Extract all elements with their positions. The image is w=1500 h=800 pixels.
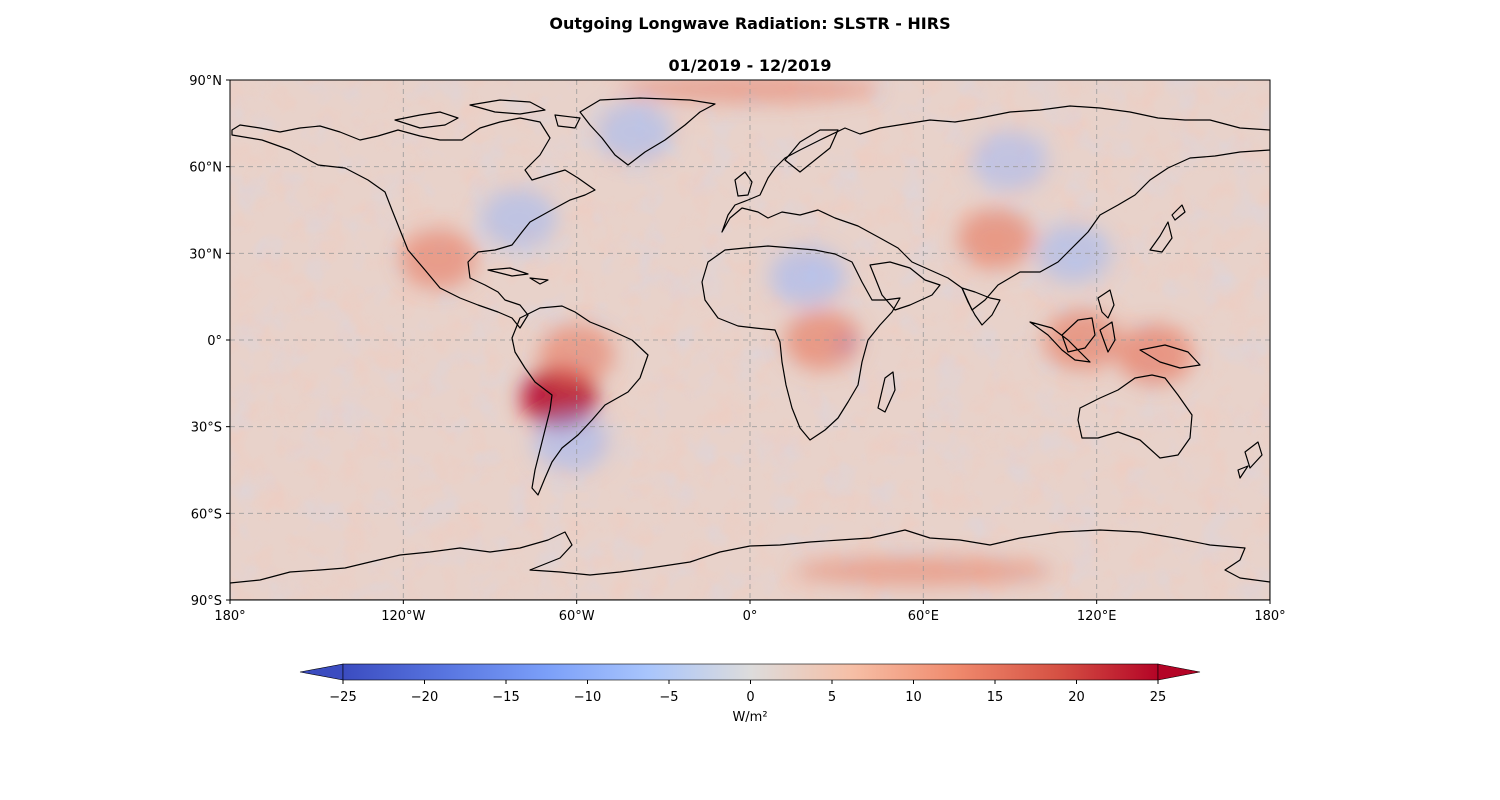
lon-tick-label: 120°E xyxy=(1077,609,1117,624)
latitude-ticks: 90°N 60°N 30°N 0° 30°S 60°S 90°S xyxy=(189,74,230,609)
coast-eurasia xyxy=(721,105,1270,311)
coast-arabia xyxy=(869,261,941,311)
lat-tick-label: 30°S xyxy=(191,421,222,436)
colorbar-tick-label: 0 xyxy=(746,690,754,705)
lat-tick-label: 90°S xyxy=(191,594,222,609)
anomaly-region xyxy=(793,557,1054,586)
lat-tick-label: 90°N xyxy=(189,74,222,89)
anomaly-region xyxy=(1035,223,1112,284)
gridlines xyxy=(230,80,1270,600)
lon-tick-label: 60°W xyxy=(559,609,595,624)
lon-tick-label: 180° xyxy=(1254,609,1285,624)
anomaly-region xyxy=(957,208,1034,269)
coast-new-zealand xyxy=(1237,441,1263,479)
longitude-ticks: 180° 120°W 60°W 0° 60°E 120°E 180° xyxy=(214,600,1286,624)
anomaly-region xyxy=(596,102,673,162)
anomaly-region xyxy=(840,337,851,348)
coast-africa xyxy=(701,245,901,441)
anomaly-region xyxy=(784,310,861,370)
colorbar-tick-label: 15 xyxy=(987,690,1004,705)
colorbar-ticks: −25 −20 −15 −10 −5 0 5 10 15 20 25 xyxy=(329,680,1166,705)
lat-tick-label: 60°N xyxy=(189,161,222,176)
colorbar-tick-label: −20 xyxy=(411,690,438,705)
figure-title: Outgoing Longwave Radiation: SLSTR - HIR… xyxy=(549,14,951,33)
coast-greenland xyxy=(579,97,716,166)
coastlines xyxy=(230,97,1270,600)
anomaly-region xyxy=(480,188,557,249)
colorbar-extend-high xyxy=(1157,663,1201,681)
coast-scandinavia xyxy=(784,129,839,173)
lat-tick-label: 30°N xyxy=(189,247,222,262)
coast-south-america xyxy=(511,305,649,496)
coast-australia xyxy=(1077,374,1193,459)
colorbar: −25 −20 −15 −10 −5 0 5 10 15 20 25 W/m² xyxy=(299,663,1201,725)
lon-tick-label: 60°E xyxy=(908,609,939,624)
coast-north-america xyxy=(231,117,596,329)
anomaly-region xyxy=(400,229,476,290)
colorbar-tick-label: −10 xyxy=(574,690,601,705)
colorbar-tick-label: 20 xyxy=(1068,690,1085,705)
anomaly-region xyxy=(972,130,1048,191)
coast-madagascar xyxy=(877,371,896,413)
colorbar-tick-label: −25 xyxy=(329,690,356,705)
colorbar-tick-label: 5 xyxy=(828,690,836,705)
colorbar-tick-label: −15 xyxy=(492,690,519,705)
coast-caribbean xyxy=(487,267,549,285)
colorbar-extend-low xyxy=(299,663,344,681)
coast-japan xyxy=(1149,204,1186,253)
anomaly-region xyxy=(1044,310,1121,370)
colorbar-tick-label: −5 xyxy=(659,690,678,705)
coast-arctic-islands xyxy=(394,99,581,129)
lon-tick-label: 180° xyxy=(214,609,245,624)
coast-antarctica xyxy=(230,529,1270,600)
colorbar-tick-label: 25 xyxy=(1150,690,1167,705)
colorbar-label: W/m² xyxy=(732,710,767,725)
lon-tick-label: 120°W xyxy=(381,609,425,624)
anomaly-region xyxy=(769,246,846,307)
anomaly-region xyxy=(1116,324,1193,385)
coast-india xyxy=(961,287,1001,326)
lat-tick-label: 60°S xyxy=(191,507,222,522)
lat-tick-label: 0° xyxy=(207,334,222,349)
figure-subtitle: 01/2019 - 12/2019 xyxy=(668,56,832,75)
colorbar-tick-label: 10 xyxy=(905,690,922,705)
lon-tick-label: 0° xyxy=(743,609,758,624)
coast-uk xyxy=(734,171,753,197)
coast-maritime-continent xyxy=(1029,289,1201,369)
colorbar-body xyxy=(342,663,1159,681)
